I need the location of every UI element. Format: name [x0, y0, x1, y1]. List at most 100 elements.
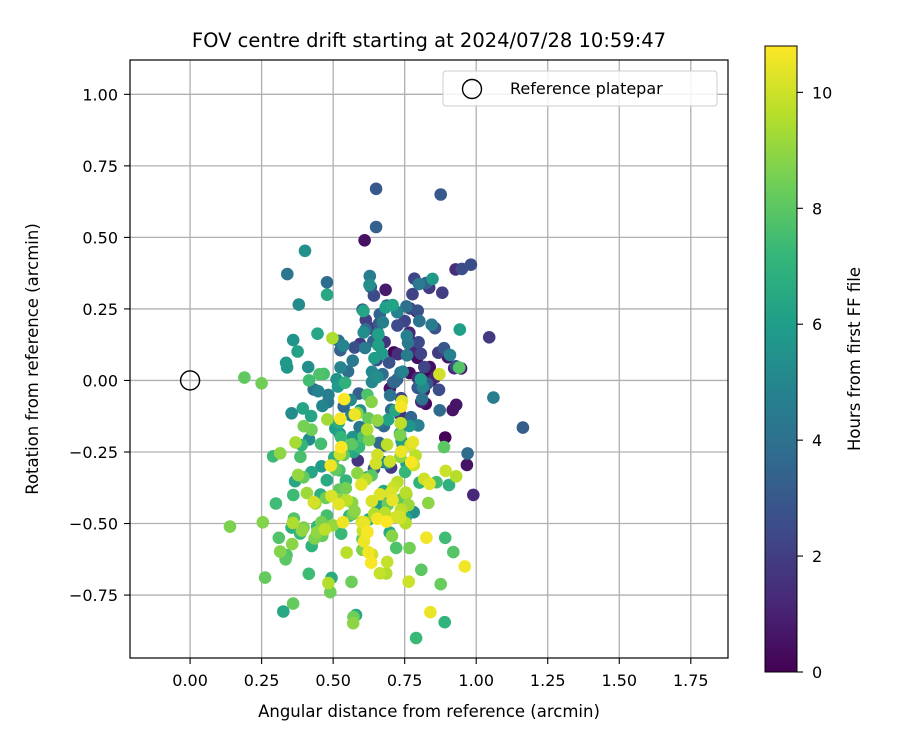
- data-point: [273, 545, 287, 558]
- data-point: [402, 575, 416, 588]
- data-point: [292, 298, 306, 311]
- colorbar-tick-label: 2: [812, 547, 822, 566]
- data-point: [365, 395, 378, 409]
- data-point: [294, 450, 307, 464]
- data-point: [452, 361, 466, 374]
- data-point: [458, 560, 472, 573]
- data-point: [346, 616, 360, 630]
- data-point: [394, 416, 408, 430]
- data-point: [420, 531, 433, 544]
- data-point: [285, 537, 299, 551]
- data-point: [386, 493, 399, 507]
- data-point: [400, 300, 413, 313]
- data-point: [368, 351, 381, 365]
- data-point: [487, 391, 500, 404]
- data-point: [348, 341, 361, 354]
- data-point: [438, 615, 452, 629]
- data-point: [426, 272, 439, 286]
- data-point: [300, 486, 314, 500]
- data-point: [386, 298, 399, 312]
- data-point: [393, 428, 407, 442]
- data-point: [447, 545, 460, 559]
- data-point: [302, 567, 316, 581]
- data-point: [404, 455, 418, 469]
- legend-box: [442, 70, 718, 107]
- colorbar-tick-label: 10: [812, 83, 832, 102]
- data-point: [269, 497, 283, 510]
- data-point: [357, 304, 370, 318]
- colorbar-ticks: 0 2 4 6 8 10: [797, 83, 832, 682]
- data-point: [334, 412, 347, 426]
- x-tick-label: 0.00: [172, 671, 208, 690]
- data-point: [432, 383, 446, 397]
- x-tick-label: 1.25: [530, 671, 566, 690]
- data-point: [314, 437, 328, 451]
- data-point: [348, 505, 361, 518]
- data-point: [415, 563, 428, 577]
- data-point: [398, 465, 412, 479]
- data-point: [371, 414, 384, 427]
- data-point: [279, 356, 293, 370]
- data-point: [460, 458, 474, 472]
- data-point: [348, 408, 362, 421]
- data-point: [369, 457, 383, 470]
- y-tick-label: −0.75: [69, 586, 118, 605]
- data-point: [223, 520, 237, 533]
- data-point: [433, 404, 447, 417]
- colorbar-tick-label: 4: [812, 431, 822, 450]
- y-tick-label: −0.25: [69, 443, 118, 462]
- data-point: [396, 365, 410, 379]
- data-point: [414, 373, 428, 386]
- data-point: [370, 370, 384, 384]
- data-point: [320, 288, 334, 302]
- data-point: [364, 556, 378, 569]
- data-point: [389, 541, 403, 555]
- data-point: [409, 631, 423, 645]
- data-point: [376, 316, 390, 329]
- data-point: [436, 286, 449, 300]
- colorbar-frame: [764, 45, 798, 673]
- data-point: [380, 438, 394, 451]
- data-point: [382, 356, 396, 369]
- x-tick-label: 0.75: [387, 671, 423, 690]
- reference-marker: [179, 370, 201, 391]
- data-point: [332, 497, 346, 511]
- data-point: [362, 546, 375, 559]
- data-point: [337, 392, 351, 406]
- data-point: [324, 459, 338, 472]
- data-point: [289, 436, 302, 449]
- data-point: [357, 326, 371, 339]
- data-point: [406, 435, 420, 449]
- data-point: [363, 269, 377, 283]
- legend-marker-icon: [461, 78, 483, 100]
- data-point: [461, 447, 474, 460]
- data-point: [414, 347, 428, 361]
- data-point: [379, 283, 392, 297]
- data-point: [321, 413, 334, 426]
- colorbar-tick-label: 6: [812, 315, 822, 334]
- data-point: [372, 339, 385, 352]
- data-point: [345, 575, 358, 589]
- data-point: [467, 488, 480, 502]
- x-tick-label: 1.50: [601, 671, 637, 690]
- data-point: [418, 360, 431, 374]
- data-point: [412, 277, 426, 291]
- data-point: [449, 470, 463, 483]
- data-point: [362, 433, 376, 447]
- data-point: [320, 276, 334, 289]
- data-point: [326, 331, 339, 345]
- data-points: [223, 182, 530, 645]
- data-point: [412, 336, 425, 349]
- y-axis-label: Rotation from reference (arcmin): [23, 223, 42, 495]
- y-tick-label: −0.50: [69, 515, 118, 534]
- data-point: [286, 516, 300, 530]
- data-point: [380, 555, 394, 569]
- data-point: [411, 304, 425, 318]
- x-axis-ticks: 0.00 0.25 0.50 0.75 1.00 1.25 1.50 1.75: [172, 658, 709, 690]
- data-point: [360, 423, 374, 436]
- data-point: [434, 577, 448, 591]
- chart-title: FOV centre drift starting at 2024/07/28 …: [192, 29, 666, 52]
- data-point: [273, 447, 287, 460]
